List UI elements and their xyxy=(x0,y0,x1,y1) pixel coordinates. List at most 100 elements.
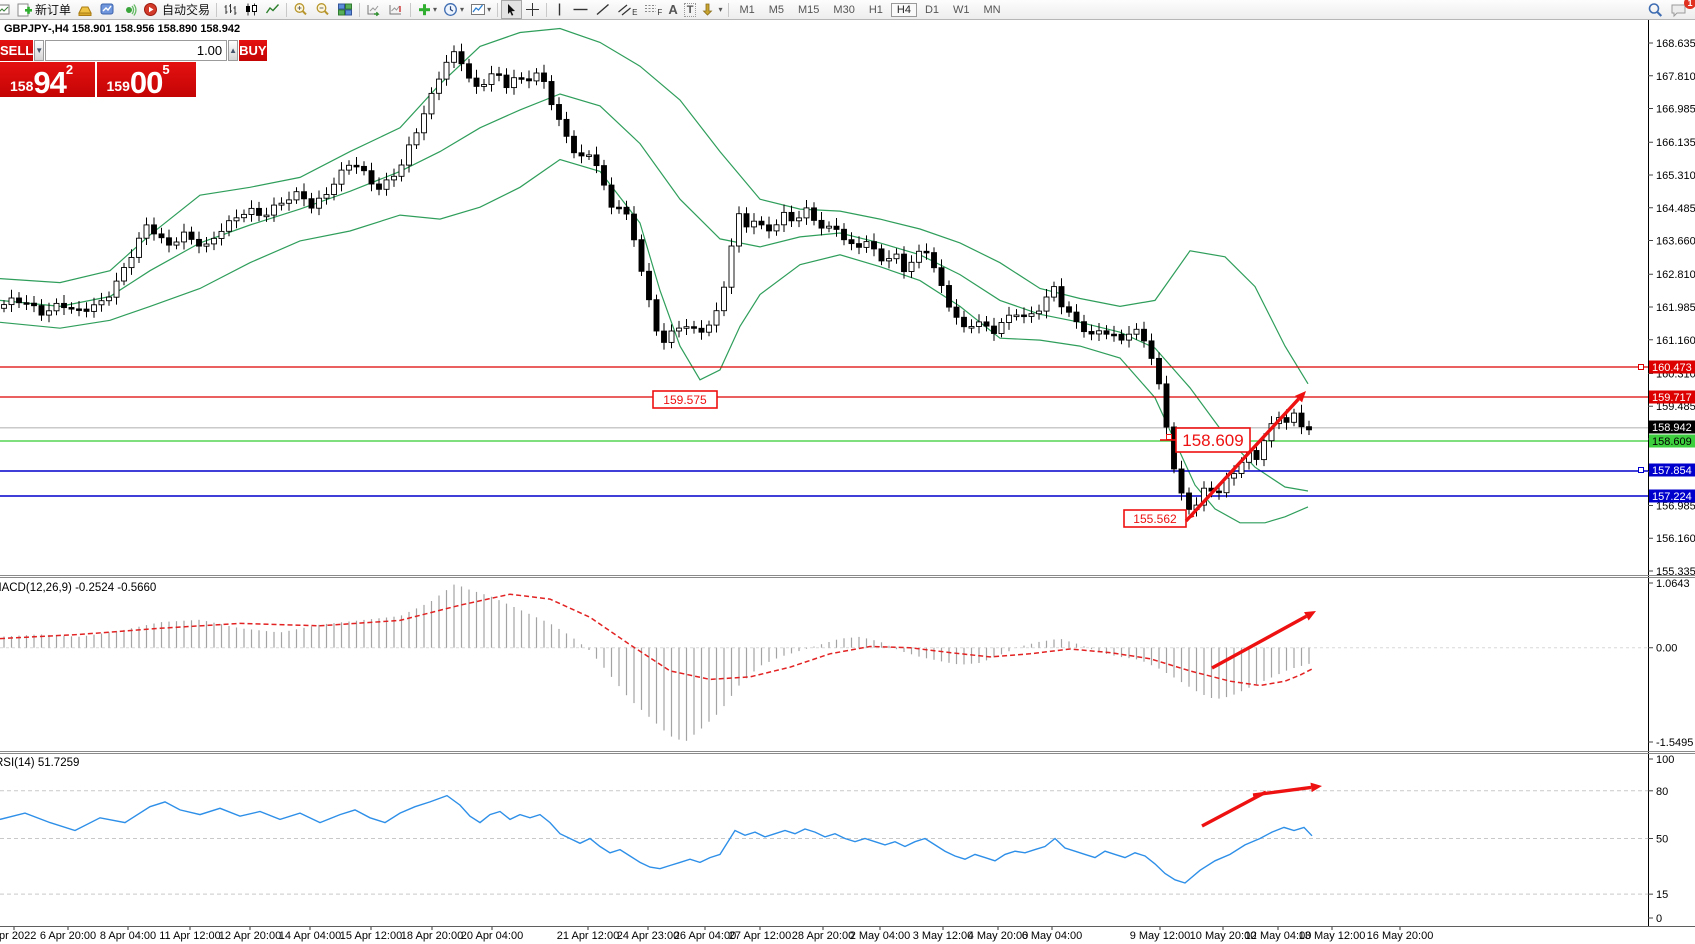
volume-increase-button[interactable]: ▲ xyxy=(228,40,239,61)
price-axis-tick-label: 161.160 xyxy=(1656,335,1695,347)
tab-d1[interactable]: D1 xyxy=(924,3,940,16)
candlestick xyxy=(968,326,975,329)
tab-m5[interactable]: M5 xyxy=(768,3,785,16)
profiles-button[interactable] xyxy=(74,1,96,18)
line-chart-button[interactable] xyxy=(262,1,283,18)
new-order-button[interactable]: 新订单 xyxy=(14,1,74,18)
candlestick xyxy=(548,81,555,106)
time-axis-label: 12 May 04:00 xyxy=(1245,930,1312,942)
volume-input[interactable] xyxy=(45,40,228,61)
text-label-tool[interactable]: T xyxy=(681,1,700,18)
fibonacci-tool[interactable]: F xyxy=(640,1,665,18)
price-label-box-157.224 xyxy=(1649,489,1695,503)
cursor-button[interactable] xyxy=(501,0,523,19)
search-button[interactable] xyxy=(1644,1,1667,18)
price-label-157.854: 157.854 xyxy=(1652,465,1692,477)
annotation-box-158.609[interactable] xyxy=(1175,427,1251,453)
candlestick xyxy=(623,206,630,215)
candlestick xyxy=(368,170,375,185)
zoom-out-button[interactable] xyxy=(312,1,334,18)
ask-point: 5 xyxy=(162,62,170,77)
tab-h1[interactable]: H1 xyxy=(868,3,883,16)
arrows-tool[interactable]: ▾ xyxy=(699,1,725,18)
periods-caret-icon: ▾ xyxy=(460,5,465,14)
chart-shift-button[interactable] xyxy=(385,1,407,18)
templates-button[interactable]: ▾ xyxy=(467,1,494,18)
candlestick xyxy=(173,241,180,246)
candlestick xyxy=(338,169,345,185)
new-chart-icon[interactable] xyxy=(0,1,14,18)
price-axis-tick-label: 156.160 xyxy=(1656,533,1695,545)
notifications-button[interactable]: 1 xyxy=(1667,0,1695,18)
candlestick xyxy=(518,77,525,80)
candlestick xyxy=(953,306,960,318)
label-tool-letter: T xyxy=(683,2,697,17)
tab-m30[interactable]: M30 xyxy=(833,3,855,16)
candlestick xyxy=(578,152,585,157)
bollinger-lower-band xyxy=(0,158,1309,524)
indicators-button[interactable]: ▾ xyxy=(414,1,440,18)
ask-price[interactable]: 159 00 5 xyxy=(96,62,196,98)
chart-shift-icon xyxy=(389,5,402,15)
candlestick xyxy=(511,77,517,89)
sell-button[interactable]: SELL xyxy=(0,40,34,61)
indicators-icon xyxy=(419,4,431,16)
tile-windows-button[interactable] xyxy=(334,1,356,18)
candlestick xyxy=(923,250,930,254)
crosshair-button[interactable] xyxy=(522,1,543,18)
trend-arrow[interactable] xyxy=(1211,614,1308,670)
horizontal-line-tool[interactable] xyxy=(569,1,592,18)
annotation-box-159.575[interactable] xyxy=(652,390,718,409)
zoom-in-button[interactable] xyxy=(290,1,312,18)
candlestick xyxy=(736,213,742,247)
periods-button[interactable]: ▾ xyxy=(440,1,467,18)
candlestick xyxy=(271,204,277,216)
candlestick xyxy=(1253,450,1260,460)
bar-chart-button[interactable] xyxy=(220,1,241,18)
candlestick-chart-button[interactable] xyxy=(241,1,262,18)
vertical-line-tool[interactable] xyxy=(550,1,569,18)
candlestick xyxy=(1021,314,1027,318)
bollinger-upper-band xyxy=(0,27,1309,385)
trend-arrow[interactable] xyxy=(1252,785,1312,797)
trendline-tool[interactable] xyxy=(592,1,614,18)
auto-scroll-button[interactable] xyxy=(363,1,385,18)
candlestick xyxy=(1058,286,1065,308)
text-tool[interactable]: A xyxy=(665,1,680,18)
candlestick xyxy=(871,241,877,250)
line-handle[interactable] xyxy=(1638,467,1644,473)
candlestick xyxy=(1163,383,1170,428)
signals-button[interactable] xyxy=(118,1,140,18)
notification-badge: 1 xyxy=(1684,0,1695,9)
auto-trading-icon xyxy=(144,3,158,16)
market-watch-button[interactable] xyxy=(96,1,118,18)
buy-button[interactable]: BUY xyxy=(239,40,267,61)
tab-w1[interactable]: W1 xyxy=(953,3,970,16)
fibonacci-icon xyxy=(645,5,657,12)
price-axis-tick-label: 156.985 xyxy=(1656,500,1695,512)
price-label-159.717: 159.717 xyxy=(1652,392,1692,404)
tab-h4[interactable]: H4 xyxy=(890,2,917,17)
line-handle[interactable] xyxy=(1638,364,1644,370)
bid-price[interactable]: 158 94 2 xyxy=(0,62,95,98)
trendline-icon xyxy=(596,3,610,16)
candlestick xyxy=(286,199,292,204)
tab-mn[interactable]: MN xyxy=(983,3,1001,16)
trend-arrow[interactable] xyxy=(1184,397,1300,523)
tab-m1[interactable]: M1 xyxy=(739,3,755,16)
price-axis-tick-label: 166.135 xyxy=(1656,137,1695,149)
candlestick xyxy=(961,316,967,328)
time-axis-label: 12 Apr 20:00 xyxy=(219,930,281,942)
indicators-caret-icon: ▾ xyxy=(433,5,438,14)
vertical-line-icon xyxy=(558,3,561,16)
tab-m15[interactable]: M15 xyxy=(798,3,820,16)
candlestick xyxy=(353,164,360,168)
trend-arrow[interactable] xyxy=(1201,790,1267,828)
volume-decrease-button[interactable]: ▼ xyxy=(34,40,45,61)
candlestick xyxy=(383,179,390,190)
equidistant-channel-tool[interactable]: E xyxy=(614,1,640,18)
auto-trading-button[interactable]: 自动交易 xyxy=(140,1,213,18)
line-handle[interactable] xyxy=(1166,434,1172,440)
candlestick xyxy=(1013,314,1020,318)
candlestick xyxy=(916,250,922,263)
